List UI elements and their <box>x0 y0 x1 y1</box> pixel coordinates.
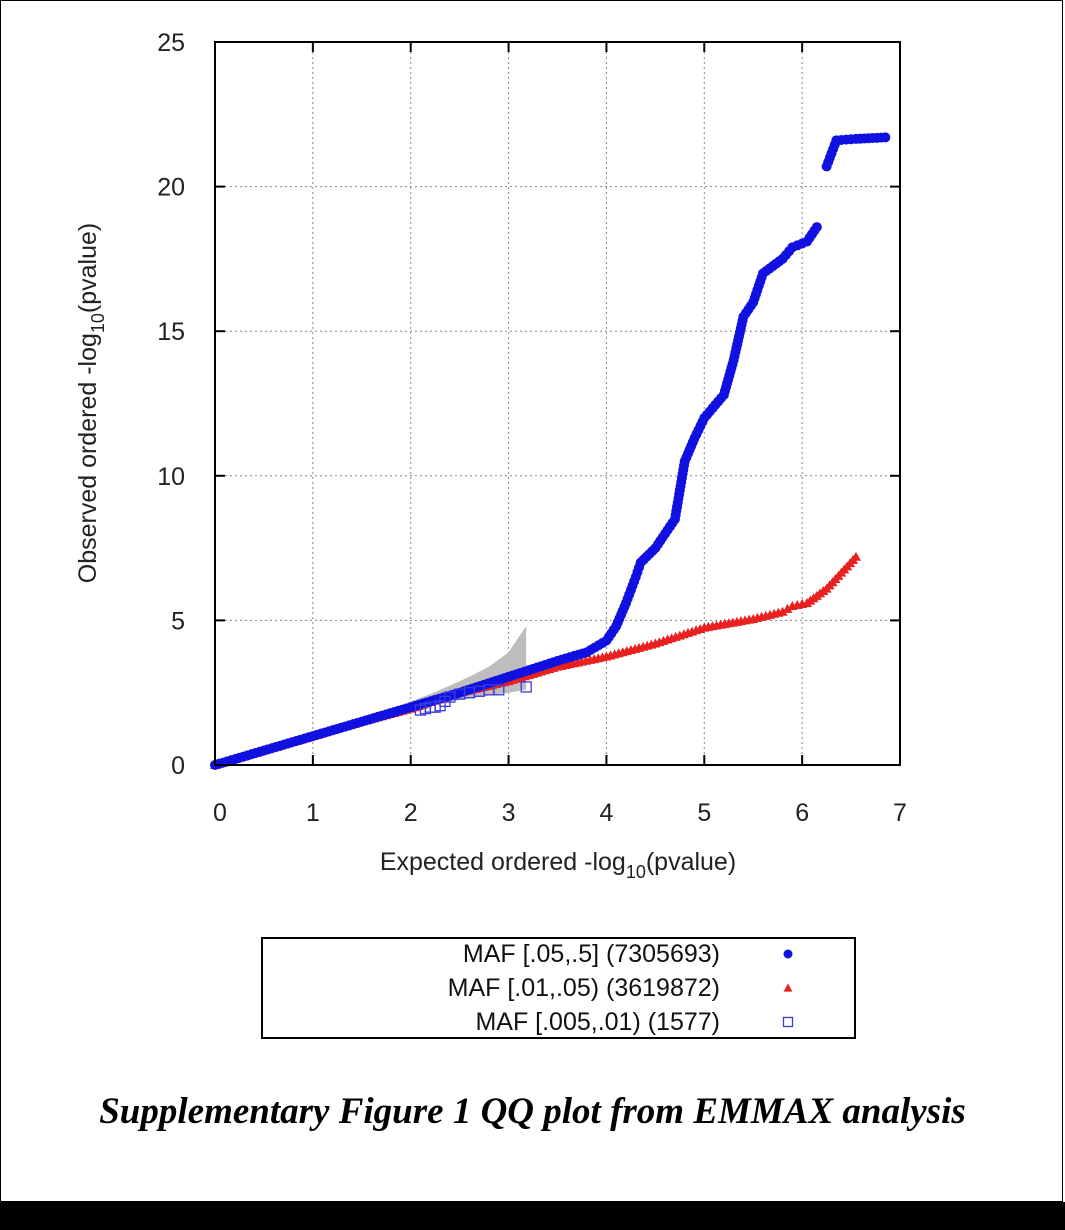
data-point-circle <box>880 132 891 143</box>
legend-marker-triangle <box>783 983 793 992</box>
y-tick-label: 25 <box>157 29 185 57</box>
qq-plot: 0 1 2 3 4 5 6 7 0 5 10 15 20 25 Expected ordered -log… <box>74 29 907 1039</box>
axis-ticks: 0 1 2 3 4 5 6 7 0 5 10 15 20 25 <box>157 29 907 827</box>
y-tick-label: 15 <box>157 318 185 346</box>
data-point-triangle <box>782 603 793 613</box>
legend-entry-label: MAF [.01,.05) (3619872) <box>448 974 720 1002</box>
x-tick-label: 3 <box>502 799 516 827</box>
y-tick-label: 10 <box>157 463 185 491</box>
x-tick-label: 5 <box>697 799 711 827</box>
grid-lines <box>215 42 900 765</box>
data-point-triangle <box>850 551 861 561</box>
data-point-open-square <box>520 681 532 693</box>
legend: MAF [.05,.5] (7305693) MAF [.01,.05) (361… <box>261 937 856 1039</box>
y-tick-label: 0 <box>171 752 185 780</box>
data-point-triangle <box>777 606 788 616</box>
legend-box <box>261 937 856 1039</box>
legend-marker-open-square <box>782 1016 794 1028</box>
series-open-square <box>414 681 532 716</box>
x-axis-label: Expected ordered -log10(pvalue) <box>380 848 736 882</box>
y-tick-label: 20 <box>157 174 185 202</box>
legend-entry-label: MAF [.005,.01) (1577) <box>475 1008 720 1036</box>
data-series <box>210 132 891 770</box>
y-tick-label: 5 <box>171 607 185 635</box>
bottom-band <box>0 1202 1065 1230</box>
data-point-circle <box>811 222 822 233</box>
x-tick-label: 4 <box>599 799 613 827</box>
series-circle <box>210 132 891 770</box>
x-tick-label: 7 <box>893 799 907 827</box>
plot-frame <box>214 41 901 766</box>
x-tick-label: 1 <box>306 799 320 827</box>
x-tick-label: 2 <box>404 799 418 827</box>
data-point-open-square <box>493 684 505 696</box>
legend-entry-label: MAF [.05,.5] (7305693) <box>463 940 720 968</box>
x-tick-label: 6 <box>795 799 809 827</box>
y-axis-label: Observed ordered -log10(pvalue) <box>74 223 108 584</box>
legend-marker-circle <box>783 949 793 959</box>
figure-caption: Supplementary Figure 1 QQ plot from EMMA… <box>99 1091 966 1132</box>
x-tick-label: 0 <box>213 799 227 827</box>
